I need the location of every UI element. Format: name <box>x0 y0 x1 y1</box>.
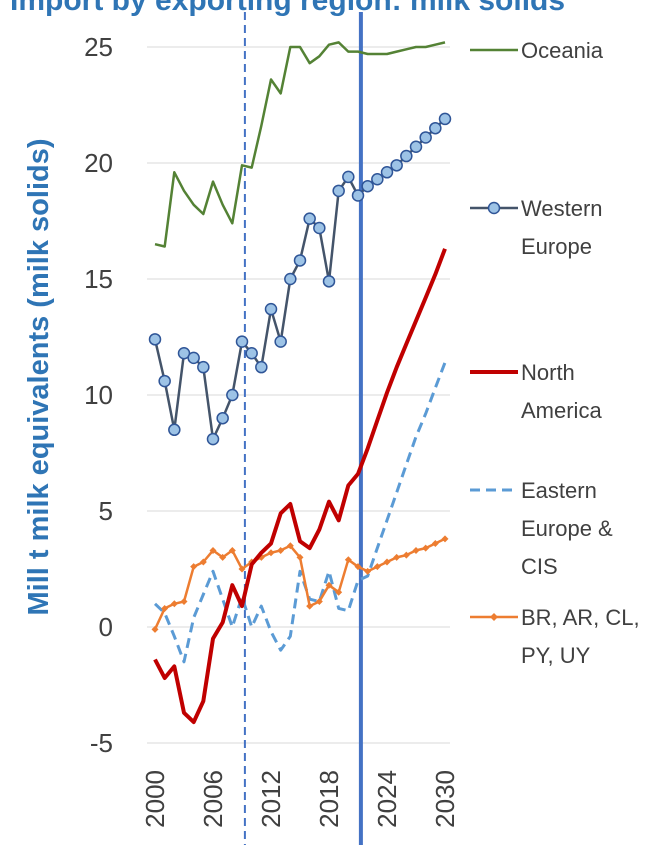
y-tick-label: 0 <box>99 612 113 642</box>
data-point-western-europe <box>216 411 229 425</box>
y-tick-label: 20 <box>84 148 113 178</box>
data-point-western-europe <box>371 172 384 186</box>
data-point-western-europe <box>245 346 258 360</box>
data-point-western-europe <box>400 149 413 163</box>
y-axis-label: Mill t milk equivalents (milk solids) <box>23 139 55 616</box>
data-point-western-europe <box>429 121 442 135</box>
data-point-br-ar-cl-py-uy <box>325 581 333 589</box>
data-point-br-ar-cl-py-uy <box>170 600 178 608</box>
data-point-br-ar-cl-py-uy <box>315 597 323 605</box>
data-point-br-ar-cl-py-uy <box>335 588 343 596</box>
data-point-br-ar-cl-py-uy <box>151 625 159 633</box>
data-point-western-europe <box>380 166 394 179</box>
reference-lines <box>243 12 363 845</box>
data-point-western-europe <box>284 272 297 286</box>
data-point-western-europe <box>168 423 181 437</box>
data-point-western-europe <box>226 388 239 402</box>
series-group <box>148 41 452 725</box>
data-point-br-ar-cl-py-uy <box>180 597 188 605</box>
data-point-western-europe <box>438 112 452 126</box>
data-point-br-ar-cl-py-uy <box>296 553 304 561</box>
legend: Oceania Western Europe North America Eastern E… <box>470 38 640 668</box>
data-point-br-ar-cl-py-uy <box>422 544 430 552</box>
data-point-br-ar-cl-py-uy <box>441 535 449 543</box>
y-tick-label: -5 <box>90 728 113 758</box>
data-point-western-europe <box>419 131 432 144</box>
data-point-br-ar-cl-py-uy <box>393 553 401 561</box>
x-tick-label: 2030 <box>430 770 460 828</box>
y-tick-labels: -5 0 5 10 15 20 25 <box>84 32 113 758</box>
data-point-western-europe <box>293 254 307 267</box>
legend-label-oceania: Oceania <box>521 38 604 63</box>
series-line-eastern-europe-cis <box>153 361 447 664</box>
x-tick-label: 2006 <box>198 770 228 828</box>
legend-label-eastern-europe-cis: Eastern Europe & CIS <box>521 478 613 579</box>
data-point-br-ar-cl-py-uy <box>383 558 391 566</box>
data-point-western-europe <box>274 335 287 348</box>
data-point-western-europe <box>342 170 355 184</box>
data-point-western-europe <box>390 159 403 172</box>
data-point-br-ar-cl-py-uy <box>161 604 169 612</box>
series-line-north-america <box>153 248 447 725</box>
data-point-western-europe <box>361 179 374 193</box>
data-point-br-ar-cl-py-uy <box>209 546 217 554</box>
data-point-br-ar-cl-py-uy <box>431 539 439 547</box>
data-point-western-europe <box>313 221 326 235</box>
data-point-western-europe <box>255 360 268 374</box>
data-point-western-europe <box>206 432 220 446</box>
legend-marker-western-europe <box>487 201 501 215</box>
data-point-br-ar-cl-py-uy <box>344 556 352 564</box>
x-tick-label: 2000 <box>140 770 170 828</box>
data-point-western-europe <box>148 333 162 346</box>
data-point-br-ar-cl-py-uy <box>354 563 362 571</box>
data-point-br-ar-cl-py-uy <box>219 553 227 561</box>
data-point-br-ar-cl-py-uy <box>402 551 410 559</box>
data-point-western-europe <box>158 374 171 388</box>
chart-title-partial: Import by exporting region: milk solids <box>10 0 565 17</box>
data-point-western-europe <box>409 140 423 154</box>
data-point-br-ar-cl-py-uy <box>190 563 198 571</box>
legend-label-br-ar-cl-py-uy: BR, AR, CL, PY, UY <box>521 605 640 668</box>
legend-label-western-europe: Western Europe <box>521 196 603 259</box>
data-point-br-ar-cl-py-uy <box>412 546 420 554</box>
legend-label-north-america: North America <box>521 360 602 423</box>
data-point-br-ar-cl-py-uy <box>267 549 275 557</box>
data-point-western-europe <box>197 360 210 374</box>
data-point-br-ar-cl-py-uy <box>228 546 236 554</box>
data-point-br-ar-cl-py-uy <box>238 565 246 573</box>
legend-marker-br-ar-cl-py-uy <box>490 613 498 621</box>
y-tick-label: 15 <box>84 264 113 294</box>
data-point-western-europe <box>264 302 278 316</box>
gridlines <box>147 46 450 744</box>
data-point-br-ar-cl-py-uy <box>306 602 314 610</box>
data-point-br-ar-cl-py-uy <box>364 567 372 575</box>
series-line-oceania <box>154 41 446 248</box>
x-tick-labels: 2000 2006 2012 2018 2024 2030 <box>140 770 460 828</box>
x-tick-label: 2018 <box>314 770 344 828</box>
data-point-br-ar-cl-py-uy <box>286 542 294 550</box>
data-point-br-ar-cl-py-uy <box>277 546 285 554</box>
y-tick-label: 5 <box>99 496 113 526</box>
series-line-br-ar-cl-py-uy <box>153 537 446 630</box>
data-point-br-ar-cl-py-uy <box>373 563 381 571</box>
x-tick-label: 2012 <box>256 770 286 828</box>
data-point-western-europe <box>187 351 200 365</box>
data-point-western-europe <box>332 184 345 198</box>
x-tick-label: 2024 <box>372 770 402 828</box>
y-tick-label: 10 <box>84 380 113 410</box>
data-point-western-europe <box>322 275 336 288</box>
data-point-western-europe <box>351 189 365 202</box>
data-point-br-ar-cl-py-uy <box>199 558 207 566</box>
y-tick-label: 25 <box>84 32 113 62</box>
data-point-western-europe <box>235 335 249 348</box>
data-point-western-europe <box>303 212 316 225</box>
